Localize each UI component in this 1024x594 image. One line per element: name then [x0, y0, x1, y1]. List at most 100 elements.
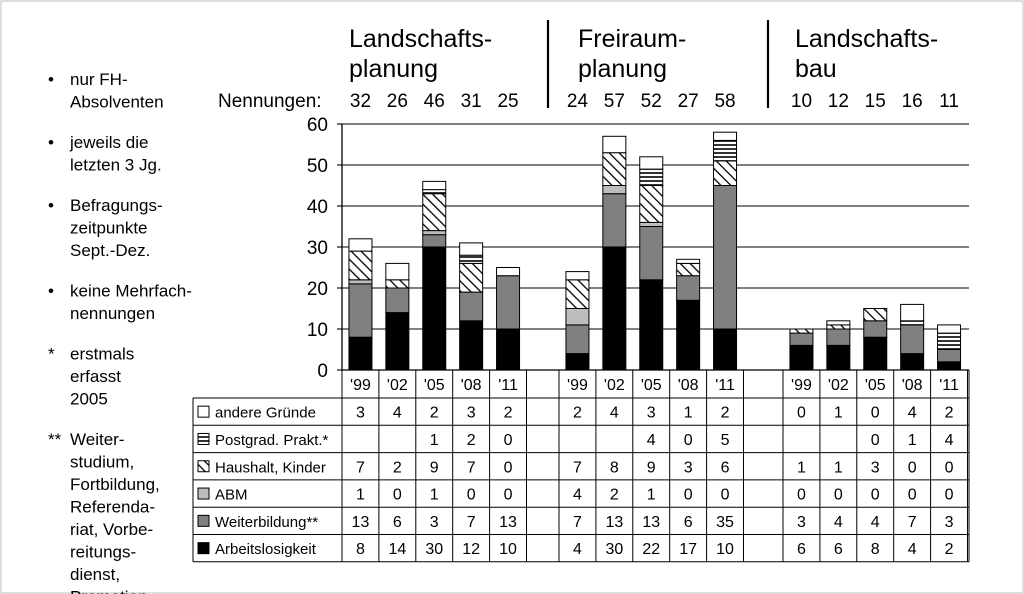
note-line-5-4: riat, Vorbe-	[70, 520, 153, 539]
bar-segment	[422, 193, 447, 232]
data-label: 4	[647, 432, 656, 449]
bar-segment	[459, 262, 484, 293]
data-label: 4	[945, 432, 954, 449]
year-label: '08	[678, 377, 699, 394]
data-label: 0	[393, 487, 402, 504]
note-marker-3: •	[48, 282, 54, 301]
note-line-5-7: Promotion	[70, 588, 147, 594]
data-label: 0	[504, 459, 513, 476]
note-line-2-2: Sept.-Dez.	[70, 241, 150, 260]
nennungen-value: 32	[350, 91, 371, 112]
group-title-0-0: Landschafts-	[349, 25, 492, 53]
data-label: 8	[610, 459, 619, 476]
data-label: 3	[871, 459, 880, 476]
bar-segment	[348, 336, 373, 371]
year-label: '08	[461, 377, 482, 394]
data-label: 35	[716, 514, 734, 531]
legend-swatch	[197, 432, 210, 445]
year-label: '11	[939, 377, 959, 394]
bar-segment	[900, 303, 925, 322]
note-line-2-1: zeitpunkte	[70, 219, 148, 238]
bar-segment	[937, 332, 962, 351]
bar-segment	[639, 226, 664, 281]
bar-segment	[385, 287, 410, 314]
bar-segment	[713, 139, 738, 162]
legend-swatch	[197, 460, 210, 473]
data-label: 0	[908, 459, 917, 476]
data-label: 0	[721, 487, 730, 504]
year-label: '02	[604, 377, 625, 394]
data-label: 1	[430, 487, 439, 504]
nennungen-value: 58	[714, 91, 735, 112]
data-label: 3	[945, 514, 954, 531]
bar-segment	[348, 283, 373, 338]
data-label: 4	[908, 405, 917, 422]
group-title-1-0: Freiraum-	[578, 25, 686, 53]
bar-segment	[789, 344, 814, 371]
bar-segment	[459, 254, 484, 264]
data-label: 0	[504, 432, 513, 449]
bar-segment	[639, 221, 664, 227]
bar-segment	[900, 324, 925, 355]
data-label: 1	[834, 459, 843, 476]
group-title-2-0: Landschafts-	[795, 25, 938, 53]
group-title-0-1: planung	[349, 55, 438, 83]
data-label: 3	[356, 405, 365, 422]
data-label: 2	[610, 487, 619, 504]
data-label: 1	[684, 405, 693, 422]
data-label: 0	[504, 487, 513, 504]
data-label: 13	[605, 514, 623, 531]
bar-segment	[937, 361, 962, 371]
bar-segment	[565, 271, 590, 281]
nennungen-value: 25	[497, 91, 518, 112]
bar-segment	[826, 344, 851, 371]
bar-segment	[713, 328, 738, 371]
year-label: '99	[791, 377, 812, 394]
bar-segment	[863, 308, 888, 322]
year-label: '05	[641, 377, 662, 394]
bar-segment	[937, 349, 962, 363]
note-marker-0: •	[48, 70, 54, 89]
bar-segment	[459, 242, 484, 256]
group-headers: Landschafts-planung 32 26 46 31 25 Freiraum-pl…	[218, 20, 959, 112]
data-label: 2	[393, 459, 402, 476]
bar-segment	[565, 324, 590, 355]
bar-segment	[496, 328, 521, 371]
year-label: '99	[350, 377, 371, 394]
legend-label: ABM	[215, 487, 248, 504]
bar-segment	[602, 135, 627, 154]
data-label: 3	[647, 405, 656, 422]
data-label: 9	[647, 459, 656, 476]
data-label: 8	[871, 541, 880, 558]
legend-swatch	[197, 405, 210, 418]
data-label: 1	[797, 459, 806, 476]
nennungen-value: 24	[567, 91, 589, 112]
data-label: 13	[499, 514, 517, 531]
data-label: 1	[356, 487, 365, 504]
note-line-4-1: erfasst	[70, 367, 121, 386]
data-label: 2	[945, 405, 954, 422]
data-label: 2	[721, 405, 730, 422]
note-line-5-1: studium,	[70, 453, 134, 472]
legend-swatch	[197, 542, 210, 555]
bars	[348, 131, 962, 371]
note-line-2-0: Befragungs-	[70, 196, 163, 215]
data-label: 4	[610, 405, 619, 422]
data-label: 12	[462, 541, 480, 558]
note-line-0-0: nur FH-	[70, 70, 128, 89]
bar-segment	[348, 279, 373, 285]
note-line-5-6: dienst,	[70, 565, 120, 584]
bar-segment	[602, 152, 627, 186]
data-label: 6	[721, 459, 730, 476]
nennungen-value: 11	[939, 91, 959, 112]
data-label: 7	[467, 459, 476, 476]
data-label: 2	[945, 541, 954, 558]
bar-segment	[863, 336, 888, 371]
bar-segment	[900, 320, 925, 326]
data-label: 2	[430, 405, 439, 422]
y-axis: 0 10 20 30 40 50 60	[307, 115, 969, 382]
bar-segment	[422, 234, 447, 248]
note-marker-5: **	[48, 430, 62, 449]
note-line-4-0: erstmals	[70, 345, 134, 364]
